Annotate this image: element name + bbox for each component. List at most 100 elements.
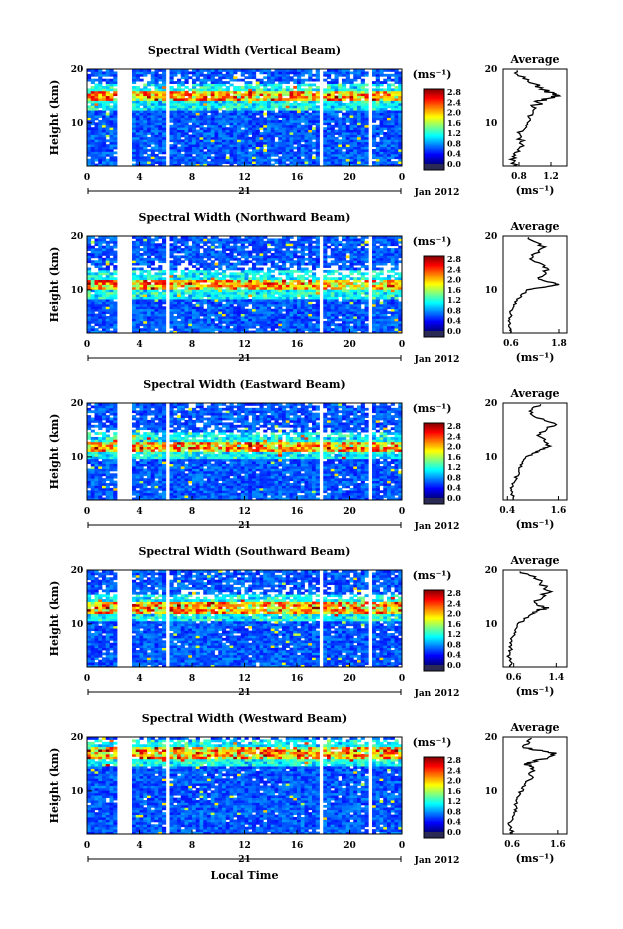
- heatmap-cell: [289, 289, 294, 293]
- heatmap-cell: [195, 156, 200, 160]
- heatmap-cell: [154, 124, 159, 128]
- heatmap-cell: [308, 323, 313, 327]
- heatmap-cell: [199, 257, 204, 261]
- heatmap-cell: [214, 93, 219, 97]
- heatmap-cell: [180, 83, 185, 87]
- heatmap-cell: [398, 151, 403, 155]
- heatmap-cell: [199, 325, 204, 329]
- heatmap-cell: [315, 238, 320, 242]
- heatmap-cell: [270, 238, 275, 242]
- heatmap-cell: [113, 161, 118, 164]
- heatmap-cell: [188, 129, 193, 133]
- heatmap-cell: [398, 158, 403, 162]
- heatmap-cell: [327, 299, 332, 302]
- heatmap-cell: [278, 301, 283, 305]
- heatmap-cell: [304, 110, 309, 114]
- heatmap-cell: [390, 161, 395, 164]
- heatmap-cell: [195, 110, 200, 114]
- heatmap-cell: [240, 282, 245, 285]
- heatmap-cell: [267, 127, 272, 131]
- heatmap-cell: [192, 139, 197, 143]
- heatmap-cell: [173, 262, 178, 266]
- heatmap-cell: [132, 71, 137, 75]
- heatmap-cell: [177, 156, 182, 160]
- heatmap-cell: [300, 107, 305, 111]
- heatmap-cell: [195, 308, 200, 312]
- heatmap-cell: [135, 296, 140, 300]
- heatmap-cell: [248, 313, 253, 317]
- heatmap-cell: [375, 112, 380, 116]
- heatmap-cell: [177, 69, 182, 72]
- heatmap-cell: [304, 291, 309, 295]
- heatmap-cell: [240, 153, 245, 157]
- heatmap-cell: [162, 90, 167, 94]
- heatmap-cell: [297, 98, 302, 101]
- heatmap-cell: [237, 141, 242, 145]
- heatmap-cell: [162, 248, 167, 251]
- heatmap-cell: [394, 100, 399, 104]
- heatmap-cell: [139, 149, 144, 152]
- heatmap-cell: [304, 301, 309, 305]
- heatmap-cell: [102, 318, 107, 322]
- heatmap-cell: [195, 272, 200, 276]
- heatmap-cell: [248, 252, 253, 256]
- heatmap-cell: [199, 294, 204, 298]
- heatmap-cell: [177, 100, 182, 104]
- heatmap-cell: [263, 252, 268, 256]
- heatmap-cell: [394, 151, 399, 155]
- heatmap-cell: [203, 153, 208, 157]
- heatmap-cell: [379, 117, 384, 121]
- heatmap-cell: [158, 328, 163, 331]
- heatmap-cell: [398, 95, 403, 99]
- heatmap-cell: [252, 132, 257, 135]
- heatmap-cell: [102, 289, 107, 293]
- heatmap-cell: [270, 119, 275, 123]
- heatmap-cell: [312, 245, 317, 249]
- heatmap-cell: [312, 306, 317, 310]
- heatmap-cell: [195, 95, 200, 99]
- heatmap-cell: [158, 257, 163, 261]
- heatmap-cell: [109, 122, 114, 126]
- heatmap-cell: [390, 149, 395, 152]
- heatmap-cell: [233, 267, 238, 271]
- heatmap-cell: [372, 102, 377, 106]
- heatmap-cell: [259, 163, 264, 167]
- heatmap-cell: [293, 260, 298, 264]
- heatmap-cell: [169, 308, 174, 312]
- heatmap-cell: [229, 112, 234, 116]
- heatmap-cell: [180, 320, 185, 324]
- heatmap-cell: [248, 136, 253, 140]
- heatmap-cell: [248, 127, 253, 131]
- heatmap-cell: [270, 308, 275, 312]
- heatmap-cell: [218, 139, 223, 143]
- heatmap-cell: [379, 112, 384, 116]
- heatmap-cell: [195, 252, 200, 256]
- heatmap-cell: [90, 78, 95, 82]
- heatmap-cell: [154, 286, 159, 290]
- heatmap-cell: [229, 98, 234, 101]
- heatmap-cell: [210, 306, 215, 310]
- heatmap-cell: [289, 132, 294, 135]
- heatmap-cell: [233, 306, 238, 310]
- heatmap-cell: [87, 127, 92, 131]
- heatmap-cell: [143, 100, 148, 104]
- heatmap-cell: [285, 119, 290, 123]
- heatmap-cell: [308, 163, 313, 167]
- heatmap-cell: [214, 156, 219, 160]
- heatmap-cell: [300, 144, 305, 147]
- heatmap-cell: [293, 134, 298, 138]
- heatmap-cell: [372, 90, 377, 94]
- heatmap-cell: [139, 289, 144, 293]
- heatmap-cell: [229, 250, 234, 254]
- heatmap-cell: [87, 303, 92, 307]
- heatmap-cell: [113, 291, 118, 295]
- heatmap-cell: [207, 149, 212, 152]
- heatmap-cell: [203, 90, 208, 94]
- heatmap-cell: [263, 107, 268, 111]
- heatmap-cell: [94, 277, 99, 281]
- heatmap-cell: [147, 269, 152, 273]
- heatmap-cell: [274, 115, 279, 118]
- heatmap-cell: [383, 102, 388, 106]
- heatmap-cell: [375, 161, 380, 164]
- heatmap-cell: [297, 277, 302, 281]
